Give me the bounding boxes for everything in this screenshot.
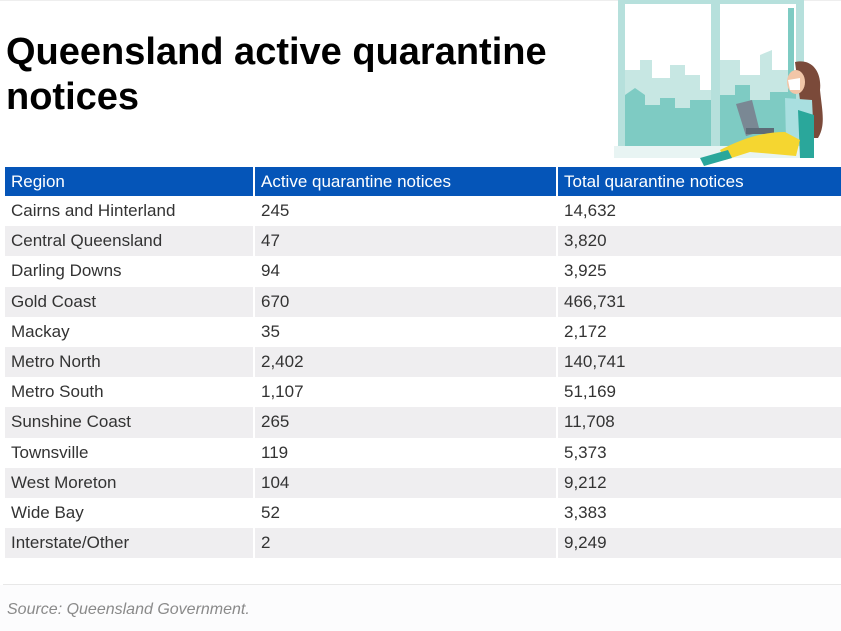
active-cell: 245 bbox=[254, 196, 558, 227]
total-cell: 3,925 bbox=[557, 256, 841, 287]
region-cell: Mackay bbox=[5, 316, 255, 347]
active-cell: 52 bbox=[254, 497, 558, 529]
total-cell: 3,820 bbox=[557, 226, 841, 257]
table-row: Wide Bay 52 3,383 bbox=[5, 497, 841, 529]
region-cell: Sunshine Coast bbox=[5, 407, 255, 438]
table-row: Mackay 35 2,172 bbox=[5, 316, 841, 347]
active-cell: 119 bbox=[254, 437, 558, 468]
table-row: Darling Downs 94 3,925 bbox=[5, 256, 841, 287]
region-cell: Metro South bbox=[5, 377, 255, 408]
total-cell: 2,172 bbox=[557, 316, 841, 347]
column-header-region: Region bbox=[5, 167, 255, 196]
table-row: Interstate/Other 2 9,249 bbox=[5, 528, 841, 559]
total-cell: 14,632 bbox=[557, 196, 841, 227]
quarantine-table: Region Active quarantine notices Total q… bbox=[5, 167, 841, 559]
active-cell: 94 bbox=[254, 256, 558, 287]
region-cell: Cairns and Hinterland bbox=[5, 196, 255, 227]
region-cell: Townsville bbox=[5, 437, 255, 468]
active-cell: 265 bbox=[254, 407, 558, 438]
total-cell: 3,383 bbox=[557, 497, 841, 529]
total-cell: 11,708 bbox=[557, 407, 841, 438]
active-cell: 2,402 bbox=[254, 346, 558, 378]
total-cell: 9,212 bbox=[557, 467, 841, 498]
table-row: Cairns and Hinterland 245 14,632 bbox=[5, 196, 841, 227]
total-cell: 466,731 bbox=[557, 286, 841, 317]
active-cell: 2 bbox=[254, 528, 558, 559]
region-cell: Interstate/Other bbox=[5, 528, 255, 559]
region-cell: Gold Coast bbox=[5, 286, 255, 317]
table-row: Gold Coast 670 466,731 bbox=[5, 286, 841, 317]
column-header-total: Total quarantine notices bbox=[557, 167, 841, 196]
region-cell: Darling Downs bbox=[5, 256, 255, 287]
woman-with-laptop-illustration bbox=[614, 0, 823, 166]
table-header-row: Region Active quarantine notices Total q… bbox=[5, 167, 841, 196]
table-row: Townsville 119 5,373 bbox=[5, 437, 841, 468]
page-title: Queensland active quarantine notices bbox=[6, 31, 547, 118]
active-cell: 47 bbox=[254, 226, 558, 257]
active-cell: 35 bbox=[254, 316, 558, 347]
top-divider bbox=[0, 0, 841, 1]
table-row: West Moreton 104 9,212 bbox=[5, 467, 841, 498]
region-cell: Central Queensland bbox=[5, 226, 255, 257]
table-row: Metro North 2,402 140,741 bbox=[5, 346, 841, 378]
table-row: Sunshine Coast 265 11,708 bbox=[5, 407, 841, 438]
total-cell: 140,741 bbox=[557, 346, 841, 378]
active-cell: 1,107 bbox=[254, 377, 558, 408]
footer-background bbox=[0, 585, 841, 631]
source-note: Source: Queensland Government. bbox=[7, 601, 250, 618]
active-cell: 104 bbox=[254, 467, 558, 498]
region-cell: West Moreton bbox=[5, 467, 255, 498]
active-cell: 670 bbox=[254, 286, 558, 317]
footer-divider bbox=[3, 584, 841, 585]
region-cell: Metro North bbox=[5, 346, 255, 378]
table-row: Central Queensland 47 3,820 bbox=[5, 226, 841, 257]
total-cell: 51,169 bbox=[557, 377, 841, 408]
region-cell: Wide Bay bbox=[5, 497, 255, 529]
total-cell: 9,249 bbox=[557, 528, 841, 559]
total-cell: 5,373 bbox=[557, 437, 841, 468]
column-header-active: Active quarantine notices bbox=[254, 167, 558, 196]
table-row: Metro South 1,107 51,169 bbox=[5, 377, 841, 408]
